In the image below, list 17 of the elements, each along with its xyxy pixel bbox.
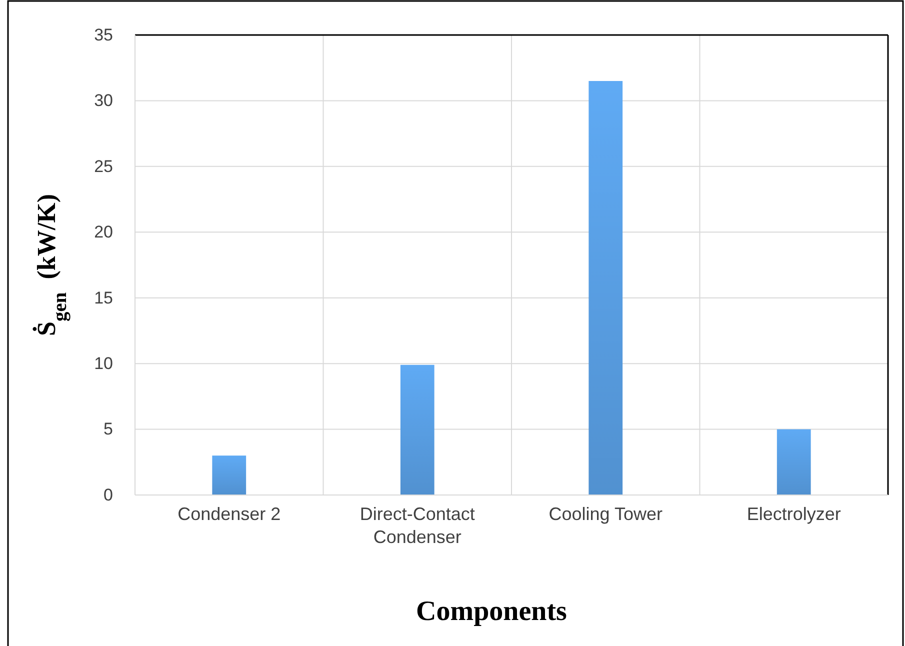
y-tick-label: 20: [94, 222, 113, 242]
bar: [588, 81, 623, 495]
x-tick-label: Cooling Tower: [548, 504, 662, 524]
y-tick-label: 25: [94, 156, 113, 176]
x-tick-label: Electrolyzer: [746, 504, 841, 524]
y-tick-label: 30: [94, 91, 113, 110]
y-tick-label: 5: [104, 420, 113, 439]
y-tick-label: 15: [94, 288, 113, 308]
bar: [212, 456, 246, 495]
y-tick-label: 0: [104, 485, 113, 504]
x-tick-label: Direct-Contact Condenser: [360, 504, 475, 548]
y-tick-label: 10: [94, 354, 113, 374]
x-tick-label: Condenser 2: [178, 504, 281, 524]
bar: [400, 364, 434, 495]
x-axis-title: Components: [416, 596, 568, 627]
y-tick-label: 35: [94, 25, 113, 44]
bar: [776, 429, 811, 495]
